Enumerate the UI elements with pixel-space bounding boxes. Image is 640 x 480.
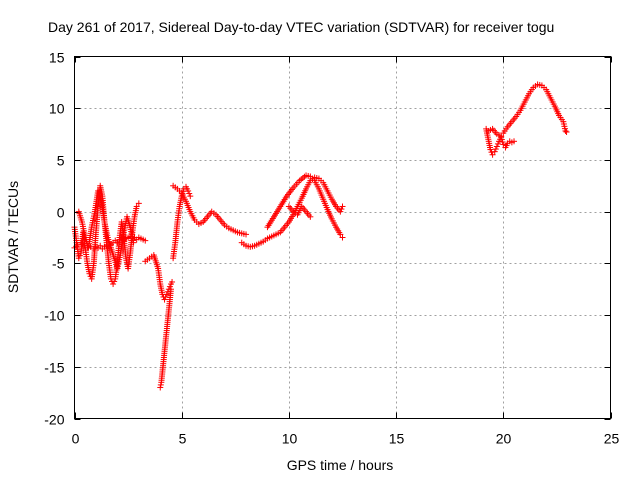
data-point <box>75 255 82 262</box>
data-point <box>337 231 344 238</box>
data-point <box>111 278 118 285</box>
data-point <box>339 234 346 241</box>
x-axis-title: GPS time / hours <box>287 457 394 473</box>
data-point <box>166 283 173 290</box>
data-point <box>487 146 494 153</box>
data-point <box>135 200 142 207</box>
data-point <box>185 187 192 194</box>
data-point <box>498 133 505 140</box>
y-tick-labels: -20 -15 -10 -5 0 5 10 15 <box>44 50 64 428</box>
data-point <box>562 127 569 134</box>
x-tick-label: 15 <box>389 431 405 447</box>
data-point <box>243 231 250 238</box>
data-point <box>511 138 518 145</box>
data-point <box>186 190 193 197</box>
data-point <box>161 296 168 303</box>
data-point <box>169 278 176 285</box>
data-point <box>187 193 194 200</box>
data-points <box>71 81 570 391</box>
x-tick-labels: 0 5 10 15 20 25 <box>72 431 620 447</box>
data-point <box>494 140 501 147</box>
y-tick-label: 5 <box>57 153 65 169</box>
y-tick-label: -5 <box>52 256 65 272</box>
data-point <box>337 208 344 215</box>
x-tick-label: 0 <box>72 431 80 447</box>
axis-ticks <box>74 56 612 420</box>
y-axis-title: SDTVAR / TECUs <box>5 181 21 293</box>
data-point <box>157 381 164 388</box>
data-point <box>130 239 137 246</box>
x-tick-label: 20 <box>496 431 512 447</box>
data-point <box>76 252 83 259</box>
data-point <box>162 293 169 300</box>
data-point <box>493 143 500 150</box>
y-tick-label: -15 <box>44 360 64 376</box>
data-point <box>167 286 174 293</box>
y-tick-label: 10 <box>49 101 65 117</box>
data-point <box>307 213 314 220</box>
data-point <box>142 237 149 244</box>
chart-title: Day 261 of 2017, Sidereal Day-to-day VTE… <box>48 19 554 35</box>
data-point <box>157 384 164 391</box>
x-tick-label: 5 <box>179 431 187 447</box>
x-tick-label: 25 <box>604 431 620 447</box>
data-point <box>133 203 140 210</box>
data-point <box>338 206 345 213</box>
data-point <box>492 146 499 153</box>
y-tick-label: 15 <box>49 50 65 66</box>
data-point <box>163 291 170 298</box>
y-tick-label: 0 <box>57 205 65 221</box>
data-point <box>491 148 498 155</box>
data-point <box>110 281 117 288</box>
data-point <box>339 203 346 210</box>
data-point <box>563 129 570 136</box>
y-tick-label: -10 <box>44 308 64 324</box>
data-point <box>97 242 104 249</box>
data-point <box>489 151 496 158</box>
x-tick-label: 10 <box>282 431 298 447</box>
data-point <box>500 141 507 148</box>
data-point <box>488 149 495 156</box>
y-tick-label: -20 <box>44 412 64 428</box>
plot-frame <box>74 56 611 419</box>
